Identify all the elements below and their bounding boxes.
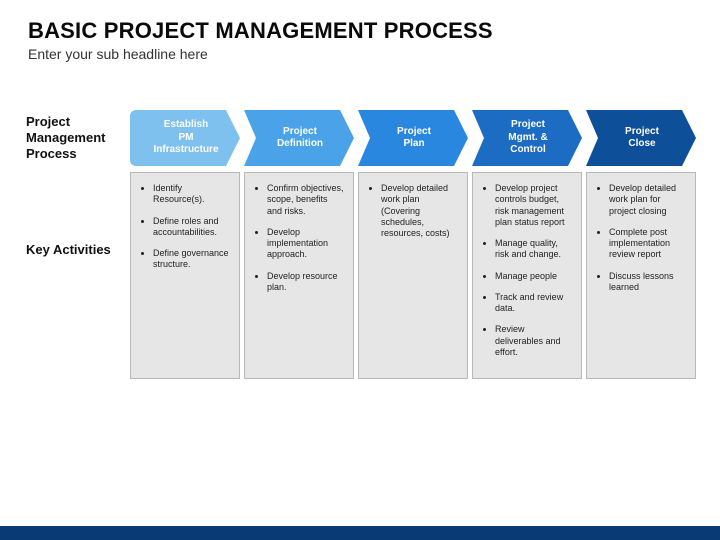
activity-item: Develop project controls budget, risk ma…	[495, 183, 573, 228]
activities-label: Key Activities	[26, 172, 130, 379]
stage-chevron: Project Close	[586, 110, 696, 166]
activity-item: Complete post implementation review repo…	[609, 227, 687, 261]
footer-bar	[0, 526, 720, 540]
activity-item: Define governance structure.	[153, 248, 231, 271]
activity-box: Confirm objectives, scope, benefits and …	[244, 172, 354, 379]
activity-list: Develop project controls budget, risk ma…	[479, 183, 573, 358]
activity-list: Develop detailed work plan (Covering sch…	[365, 183, 459, 239]
chevron-container: Establish PM InfrastructureProject Defin…	[130, 110, 696, 166]
activity-box: Develop detailed work plan (Covering sch…	[358, 172, 468, 379]
activity-item: Define roles and accountabilities.	[153, 216, 231, 239]
activity-item: Manage quality, risk and change.	[495, 238, 573, 261]
activity-item: Discuss lessons learned	[609, 271, 687, 294]
activity-box: Develop project controls budget, risk ma…	[472, 172, 582, 379]
stage-chevron: Project Mgmt. & Control	[472, 110, 582, 166]
stage-chevron: Project Definition	[244, 110, 354, 166]
activity-item: Review deliverables and effort.	[495, 324, 573, 358]
activity-box: Identify Resource(s). Define roles and ac…	[130, 172, 240, 379]
activity-item: Develop implementation approach.	[267, 227, 345, 261]
process-label: Project Management Process	[26, 110, 130, 166]
activity-item: Track and review data.	[495, 292, 573, 315]
activity-list: Identify Resource(s). Define roles and ac…	[137, 183, 231, 271]
activity-box: Develop detailed work plan for project c…	[586, 172, 696, 379]
boxes-container: Identify Resource(s). Define roles and ac…	[130, 172, 696, 379]
stage-chevron: Project Plan	[358, 110, 468, 166]
activity-item: Develop detailed work plan (Covering sch…	[381, 183, 459, 239]
diagram-content: Project Management Process Establish PM …	[26, 110, 696, 379]
activity-item: Confirm objectives, scope, benefits and …	[267, 183, 345, 217]
activity-list: Develop detailed work plan for project c…	[593, 183, 687, 293]
slide-title: Basic Project Management Process	[0, 0, 720, 44]
slide: Basic Project Management Process Enter y…	[0, 0, 720, 540]
activity-list: Confirm objectives, scope, benefits and …	[251, 183, 345, 293]
activity-item: Manage people	[495, 271, 573, 282]
process-row: Project Management Process Establish PM …	[26, 110, 696, 166]
activity-item: Identify Resource(s).	[153, 183, 231, 206]
stage-chevron: Establish PM Infrastructure	[130, 110, 240, 166]
activity-item: Develop detailed work plan for project c…	[609, 183, 687, 217]
activities-row: Key Activities Identify Resource(s). Defi…	[26, 172, 696, 379]
activity-item: Develop resource plan.	[267, 271, 345, 294]
slide-subtitle: Enter your sub headline here	[0, 44, 720, 62]
